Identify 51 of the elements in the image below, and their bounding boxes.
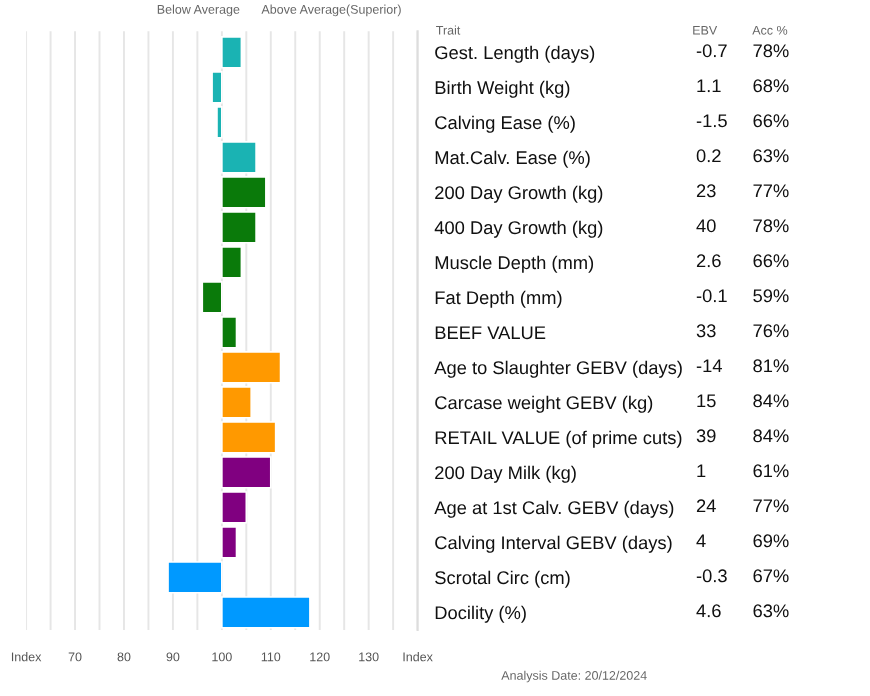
text: 15: [697, 394, 716, 408]
y-tick-label: Calving Interval GEBV (days): [435, 535, 672, 553]
y-tick-label: 200 Day Milk (kg): [435, 465, 576, 483]
y-tick-label: Docility (%): [435, 605, 526, 623]
text: 4.6: [696, 604, 721, 618]
y-tick-label: Carcase weight GEBV (kg): [435, 395, 653, 413]
text: 81%: [753, 359, 789, 373]
text: 66%: [753, 254, 789, 268]
text: 69%: [753, 534, 789, 548]
text: 77%: [753, 184, 789, 198]
text: 59%: [753, 289, 789, 303]
text: 67%: [753, 569, 789, 583]
text: -0.7: [696, 44, 727, 58]
text: 66%: [753, 114, 789, 128]
text: 78%: [753, 44, 789, 58]
text: -0.3: [696, 569, 727, 583]
text: 23: [696, 184, 716, 198]
text: 76%: [753, 324, 789, 338]
y-tick-label: Birth Weight (kg): [435, 80, 570, 98]
text: 0.2: [696, 149, 721, 163]
y-tick-label: Scrotal Circ (cm): [435, 570, 570, 588]
text: 84%: [753, 394, 789, 408]
y-tick-label: RETAIL VALUE (of prime cuts): [435, 430, 682, 448]
text: 2.6: [696, 254, 721, 268]
y-tick-label: Mat.Calv. Ease (%): [435, 150, 590, 168]
text: 77%: [753, 499, 789, 513]
text: 61%: [753, 464, 789, 478]
text: -0.1: [696, 289, 727, 303]
text: 24: [696, 499, 716, 513]
text: -14: [696, 359, 722, 373]
text: 40: [696, 219, 716, 233]
y-tick-label: Muscle Depth (mm): [435, 255, 594, 273]
text: 1.1: [697, 79, 721, 93]
text: 33: [696, 324, 716, 338]
text: 63%: [753, 604, 789, 618]
y-tick-label: BEEF VALUE: [435, 326, 546, 340]
y-tick-label: Calving Ease (%): [435, 115, 575, 133]
text: 78%: [753, 219, 789, 233]
text: 4: [696, 534, 706, 548]
text: 68%: [753, 79, 789, 93]
text: 39: [696, 429, 716, 443]
y-tick-label: 200 Day Growth (kg): [435, 185, 603, 203]
text: -1.5: [696, 114, 727, 128]
text: 63%: [753, 149, 789, 163]
y-tick-label: 400 Day Growth (kg): [434, 220, 603, 238]
y-tick-label: Gest. Length (days): [435, 45, 595, 63]
y-tick-label: Age at 1st Calv. GEBV (days): [434, 500, 674, 518]
text: 84%: [753, 429, 789, 443]
text: 1: [697, 464, 706, 478]
y-tick-label: Age to Slaughter GEBV (days): [434, 360, 682, 378]
y-tick-label: Fat Depth (mm): [435, 290, 562, 308]
